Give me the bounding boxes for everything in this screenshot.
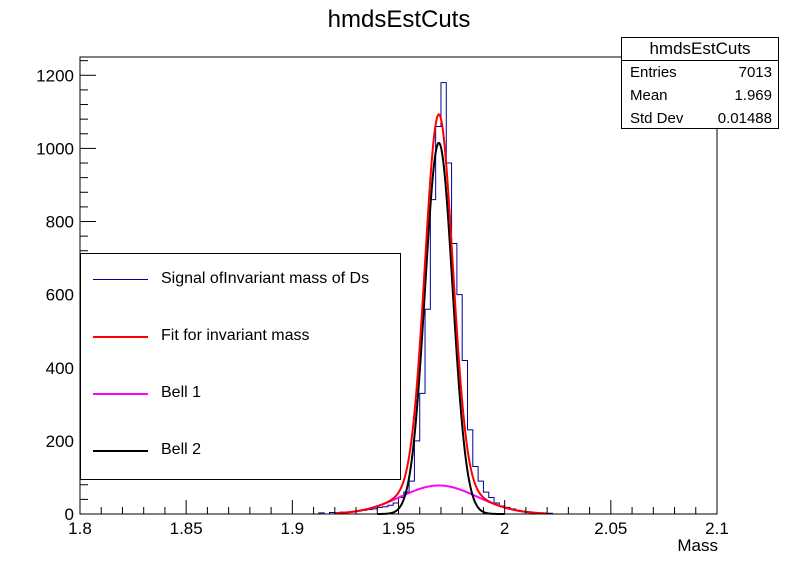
legend-entry-fit: Fit for invariant mass <box>91 317 391 357</box>
chart-title: hmdsEstCuts <box>327 6 471 33</box>
stats-row-entries: Entries 7013 <box>622 61 778 84</box>
legend: Signal ofInvariant mass of Ds Fit for in… <box>80 253 401 480</box>
axes-layer: 1.8 1.85 1.9 1.95 2 2.05 2.1 0 200 400 600 800 1000 1… <box>36 56 729 538</box>
legend-swatch <box>93 336 148 338</box>
y-tick-label: 1200 <box>36 66 74 85</box>
legend-entry-bell2: Bell 2 <box>91 431 391 471</box>
legend-entry-signal: Signal ofInvariant mass of Ds <box>91 260 391 300</box>
legend-swatch <box>93 279 148 280</box>
x-tick-label: 2.05 <box>594 519 627 538</box>
x-tick-label: 1.9 <box>281 519 305 538</box>
legend-label: Bell 2 <box>161 441 202 458</box>
curve-fit <box>334 113 548 515</box>
y-tick-label: 200 <box>46 432 74 451</box>
x-tick-label: 2.1 <box>705 519 729 538</box>
y-tick-label: 400 <box>46 359 74 378</box>
legend-entry-bell1: Bell 1 <box>91 374 391 414</box>
stats-key: Std Dev <box>630 110 684 127</box>
x-tick-label: 1.95 <box>382 519 415 538</box>
stats-key: Mean <box>630 87 668 104</box>
stats-value: 7013 <box>738 64 772 81</box>
stats-value: 0.01488 <box>717 110 772 127</box>
y-tick-label: 1000 <box>36 139 74 158</box>
legend-label: Fit for invariant mass <box>161 327 310 344</box>
y-tick-label: 600 <box>46 286 74 305</box>
legend-swatch <box>93 450 148 452</box>
stats-value: 1.969 <box>734 87 772 104</box>
x-axis-label: Mass <box>677 536 718 555</box>
x-tick-label: 2 <box>500 519 509 538</box>
x-tick-label: 1.85 <box>170 519 203 538</box>
stats-row-mean: Mean 1.969 <box>622 84 778 107</box>
legend-label: Bell 1 <box>161 384 202 401</box>
y-tick-label: 800 <box>46 213 74 232</box>
stats-key: Entries <box>630 64 677 81</box>
legend-label: Signal ofInvariant mass of Ds <box>161 270 370 287</box>
legend-swatch <box>93 393 148 395</box>
x-tick-label: 1.8 <box>68 519 92 538</box>
stats-box: hmdsEstCuts Entries 7013 Mean 1.969 Std … <box>621 37 779 129</box>
y-tick-label: 0 <box>65 505 74 524</box>
stats-row-stddev: Std Dev 0.01488 <box>622 107 778 130</box>
stats-box-title: hmdsEstCuts <box>622 38 778 61</box>
